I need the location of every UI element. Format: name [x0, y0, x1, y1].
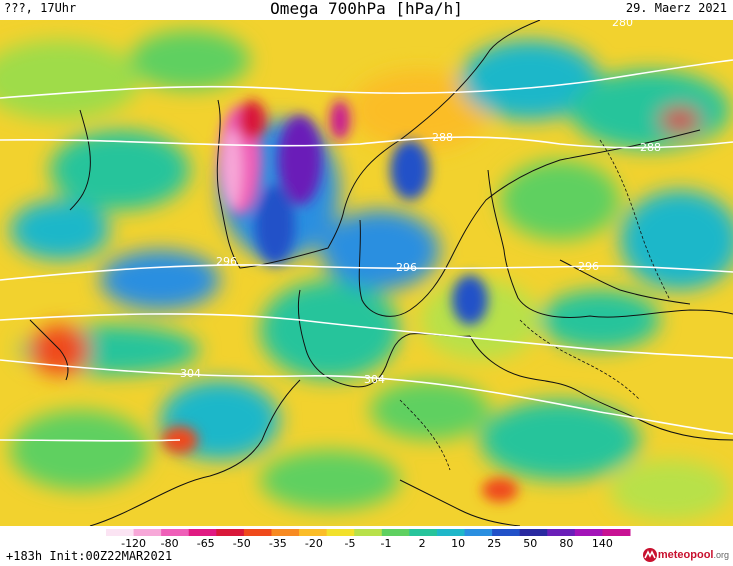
- legend-tick: -50: [233, 537, 251, 550]
- geopotential-isolines: [0, 59, 733, 442]
- brand-icon: [642, 548, 657, 562]
- isoline-label: 288: [432, 131, 453, 144]
- legend-tick: 2: [419, 537, 426, 550]
- legend-swatch: [243, 529, 272, 536]
- isoline-labels: 280 288 288 296 296 296 304 304: [180, 20, 661, 386]
- legend-tick: -80: [161, 537, 179, 550]
- isoline-label: 296: [578, 260, 599, 273]
- coastlines: [29, 20, 733, 526]
- legend-tick: -5: [344, 537, 355, 550]
- legend-swatch: [271, 529, 300, 536]
- legend-swatch: [133, 529, 162, 536]
- map-title: Omega 700hPa [hPa/h]: [270, 0, 463, 18]
- legend-tick: -35: [269, 537, 287, 550]
- legend-swatch: [602, 529, 631, 536]
- legend-swatch: [299, 529, 328, 536]
- legend-swatch: [326, 529, 355, 536]
- legend-tick: 10: [451, 537, 465, 550]
- legend-tick: 140: [592, 537, 613, 550]
- legend-swatch: [381, 529, 410, 536]
- legend-tick: 50: [523, 537, 537, 550]
- legend-tick: -120: [121, 537, 146, 550]
- isoline-label: 296: [396, 261, 417, 274]
- legend-swatch: [436, 529, 466, 536]
- isoline-label: 304: [364, 373, 385, 386]
- legend-swatch: [188, 529, 217, 536]
- brand-logo: meteopool .org: [642, 546, 729, 564]
- isoline-label: 304: [180, 367, 201, 380]
- isoline-label: 296: [216, 255, 237, 268]
- omega-map: 280 288 288 296 296 296 304 304: [0, 20, 733, 526]
- valid-time-label: ???, 17Uhr: [4, 1, 77, 15]
- legend-tick: 80: [559, 537, 573, 550]
- legend-ticks: -120 -80 -65 -50 -35 -20 -5 -1 2 10 25 50 80 140: [121, 537, 613, 550]
- isoline-label: 288: [640, 141, 661, 154]
- legend-swatch: [216, 529, 245, 536]
- run-info: +183h Init:00Z22MAR2021: [6, 549, 173, 563]
- legend-swatch: [519, 529, 548, 536]
- legend-swatches: [106, 529, 631, 536]
- borders: [399, 139, 671, 471]
- legend-swatch: [547, 529, 576, 536]
- omega-extremes: [162, 100, 518, 502]
- color-legend: -120 -80 -65 -50 -35 -20 -5 -1 2 10 25 50 80 140: [0, 526, 733, 566]
- legend-tick: -1: [381, 537, 392, 550]
- valid-date-label: 29. Maerz 2021: [625, 1, 727, 15]
- legend-swatch: [492, 529, 521, 536]
- legend-swatch: [574, 529, 603, 536]
- legend-tick: -20: [305, 537, 323, 550]
- isoline-label: 280: [612, 20, 633, 29]
- legend-tick: 25: [487, 537, 501, 550]
- omega-field: [0, 30, 733, 520]
- brand-suffix: .org: [713, 550, 729, 560]
- legend-swatch: [409, 529, 438, 536]
- brand-name: meteopool: [657, 549, 714, 561]
- legend-swatch: [106, 529, 135, 536]
- legend-swatch: [354, 529, 383, 536]
- legend-tick: -65: [197, 537, 215, 550]
- header: ???, 17Uhr Omega 700hPa [hPa/h] 29. Maer…: [0, 0, 733, 20]
- legend-swatch: [464, 529, 493, 536]
- legend-swatch: [161, 529, 190, 536]
